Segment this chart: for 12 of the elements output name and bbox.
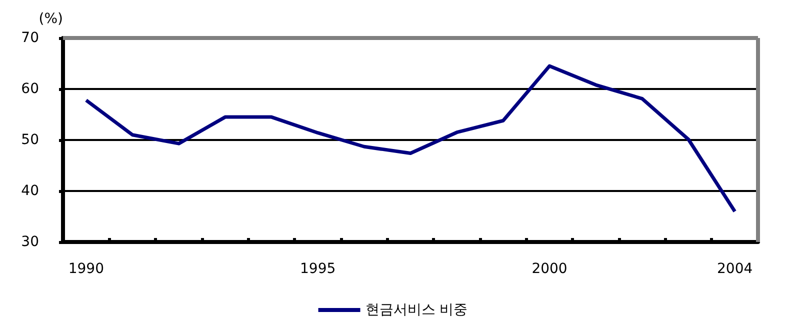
legend-label: 현금서비스 비중 bbox=[365, 302, 468, 318]
y-tick-label: 70 bbox=[21, 30, 39, 46]
y-axis-title: (%) bbox=[38, 11, 63, 27]
x-tick-label: 1995 bbox=[300, 261, 336, 277]
y-tick-label: 40 bbox=[21, 183, 39, 199]
x-tick-label: 1990 bbox=[68, 261, 104, 277]
line-series bbox=[84, 64, 737, 214]
y-tick-label: 30 bbox=[21, 234, 39, 250]
x-tick-label: 2004 bbox=[717, 261, 753, 277]
x-tick-label: 2000 bbox=[532, 261, 568, 277]
y-tick-label: 60 bbox=[21, 81, 39, 97]
y-tick-label: 50 bbox=[21, 132, 39, 148]
